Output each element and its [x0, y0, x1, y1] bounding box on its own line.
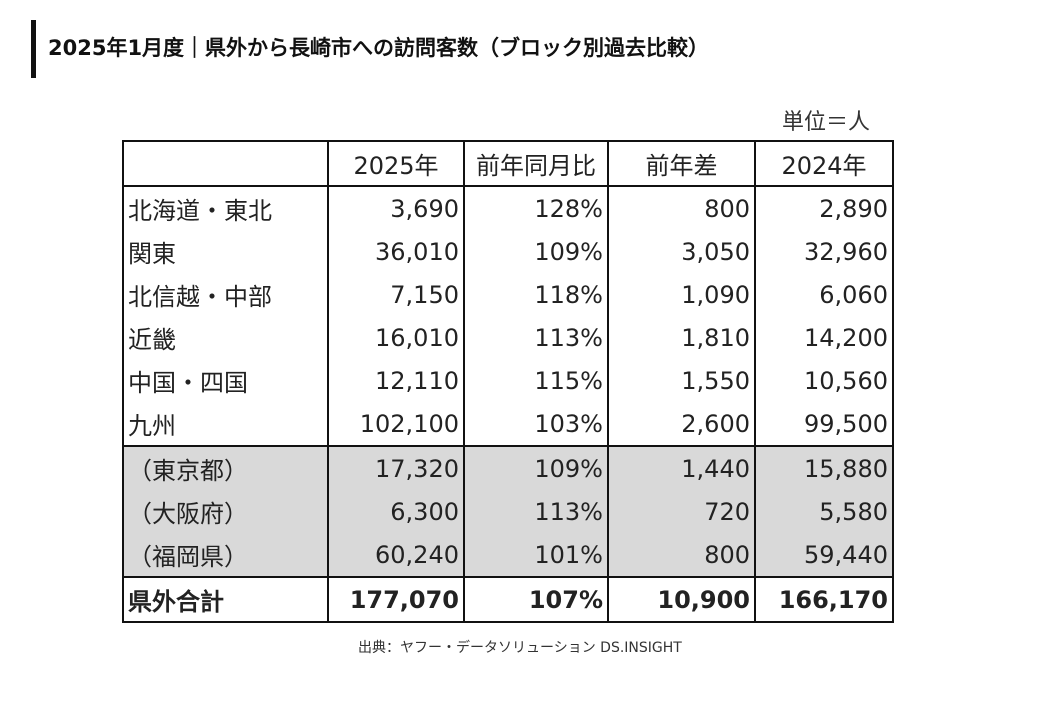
total-row: 県外合計 177,070 107% 10,900 166,170: [122, 576, 894, 623]
value-2025: 12,110: [327, 359, 465, 402]
total-yoy-ratio: 107%: [463, 576, 609, 623]
yoy-diff: 720: [607, 490, 756, 533]
yoy-diff: 1,440: [607, 445, 756, 490]
value-2024: 2,890: [754, 186, 894, 230]
value-2025: 36,010: [327, 230, 465, 273]
visitor-table: 2025年 前年同月比 前年差 2024年 北海道・東北 3,690 128% …: [122, 140, 894, 623]
header-row: 2025年 前年同月比 前年差 2024年: [122, 140, 894, 187]
header-cell-block: [122, 140, 329, 187]
yoy-ratio: 128%: [463, 186, 609, 230]
value-2025: 102,100: [327, 402, 465, 447]
value-2024: 59,440: [754, 533, 894, 577]
value-2025: 3,690: [327, 186, 465, 230]
table-row: 近畿 16,010 113% 1,810 14,200: [122, 316, 894, 359]
total-yoy-diff: 10,900: [607, 576, 756, 623]
prefecture-name: （福岡県）: [122, 533, 329, 577]
value-2024: 6,060: [754, 273, 894, 316]
yoy-diff: 1,550: [607, 359, 756, 402]
total-label: 県外合計: [122, 576, 329, 623]
yoy-ratio: 118%: [463, 273, 609, 316]
value-2025: 6,300: [327, 490, 465, 533]
header-cell-2024: 2024年: [754, 140, 894, 187]
yoy-diff: 2,600: [607, 402, 756, 447]
value-2024: 10,560: [754, 359, 894, 402]
prefecture-name: （大阪府）: [122, 490, 329, 533]
yoy-ratio: 113%: [463, 490, 609, 533]
table-row-prefecture: （福岡県） 60,240 101% 800 59,440: [122, 533, 894, 577]
value-2025: 17,320: [327, 445, 465, 490]
region-name: 中国・四国: [122, 359, 329, 402]
unit-label: 単位＝人: [782, 110, 871, 135]
table-row: 中国・四国 12,110 115% 1,550 10,560: [122, 359, 894, 402]
table-row-prefecture: （東京都） 17,320 109% 1,440 15,880: [122, 445, 894, 490]
yoy-ratio: 109%: [463, 230, 609, 273]
region-name: 関東: [122, 230, 329, 273]
table-row: 九州 102,100 103% 2,600 99,500: [122, 402, 894, 447]
table-row: 北信越・中部 7,150 118% 1,090 6,060: [122, 273, 894, 316]
source-note: 出典：ヤフー・データソリューション DS.INSIGHT: [358, 640, 682, 656]
table-row-prefecture: （大阪府） 6,300 113% 720 5,580: [122, 490, 894, 533]
title-accent-bar: [31, 20, 36, 78]
region-name: 九州: [122, 402, 329, 447]
total-2025: 177,070: [327, 576, 465, 623]
yoy-ratio: 115%: [463, 359, 609, 402]
value-2024: 32,960: [754, 230, 894, 273]
value-2024: 5,580: [754, 490, 894, 533]
value-2024: 14,200: [754, 316, 894, 359]
yoy-diff: 800: [607, 186, 756, 230]
header-cell-yoy-diff: 前年差: [607, 140, 756, 187]
region-name: 北信越・中部: [122, 273, 329, 316]
yoy-ratio: 113%: [463, 316, 609, 359]
yoy-diff: 800: [607, 533, 756, 577]
value-2025: 7,150: [327, 273, 465, 316]
yoy-diff: 1,810: [607, 316, 756, 359]
yoy-ratio: 101%: [463, 533, 609, 577]
yoy-diff: 3,050: [607, 230, 756, 273]
table-row: 北海道・東北 3,690 128% 800 2,890: [122, 186, 894, 230]
table-row: 関東 36,010 109% 3,050 32,960: [122, 230, 894, 273]
yoy-ratio: 103%: [463, 402, 609, 447]
page-title: 2025年1月度｜県外から長崎市への訪問客数（ブロック別過去比較）: [48, 36, 710, 60]
prefecture-name: （東京都）: [122, 445, 329, 490]
region-name: 北海道・東北: [122, 186, 329, 230]
value-2025: 16,010: [327, 316, 465, 359]
region-name: 近畿: [122, 316, 329, 359]
value-2024: 99,500: [754, 402, 894, 447]
value-2025: 60,240: [327, 533, 465, 577]
value-2024: 15,880: [754, 445, 894, 490]
yoy-diff: 1,090: [607, 273, 756, 316]
total-2024: 166,170: [754, 576, 894, 623]
yoy-ratio: 109%: [463, 445, 609, 490]
header-cell-yoy-ratio: 前年同月比: [463, 140, 609, 187]
header-cell-2025: 2025年: [327, 140, 465, 187]
